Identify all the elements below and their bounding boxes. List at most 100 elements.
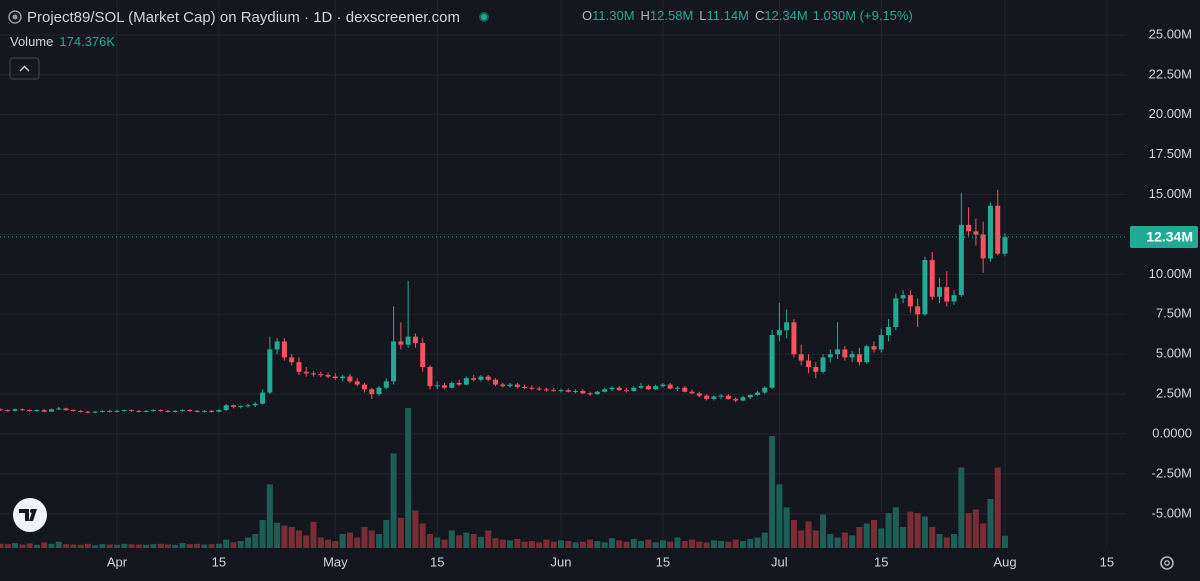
settings-button[interactable]: [1160, 556, 1174, 570]
candle-body: [78, 410, 84, 412]
ohlc-key: C: [754, 8, 765, 23]
y-tick-label: 7.50M: [1156, 306, 1192, 321]
volume-bar: [907, 511, 914, 548]
volume-bar: [820, 514, 827, 548]
candle-body: [492, 379, 498, 385]
ohlc-value: 11.14M: [706, 8, 749, 23]
volume-value: 174.376K: [59, 34, 116, 49]
candle-body: [762, 387, 768, 393]
candle-body: [296, 362, 302, 372]
candle-body: [878, 335, 884, 350]
candle-body: [12, 409, 18, 411]
candle-body: [129, 410, 135, 412]
volume-bar: [696, 541, 703, 548]
candle-body: [398, 341, 404, 345]
volume-title: Volume: [10, 34, 54, 49]
volume-bar: [805, 521, 812, 548]
volume-bar: [346, 532, 353, 548]
volume-bar: [652, 542, 659, 548]
candle-body: [740, 397, 746, 401]
candle-body: [420, 343, 426, 367]
volume-bar: [230, 542, 237, 548]
candle-body: [150, 410, 156, 412]
candle-body: [340, 376, 346, 379]
candle-body: [223, 405, 229, 411]
candle-body: [63, 408, 69, 411]
volume-bar: [594, 541, 601, 548]
volume-bar: [361, 527, 368, 548]
candle-body: [485, 376, 491, 380]
candle-body: [805, 360, 811, 367]
y-tick-label: 20.00M: [1149, 106, 1192, 121]
candle-body: [456, 382, 462, 385]
ohlc-key: O: [582, 8, 593, 23]
candle-body: [624, 390, 630, 392]
ohlc-value: 12.34M: [764, 8, 808, 23]
candle-body: [711, 396, 717, 399]
volume-bar: [208, 544, 215, 548]
volume-bar: [849, 535, 856, 548]
volume-bar: [645, 539, 652, 548]
volume-bar: [972, 509, 979, 548]
candle-body: [922, 260, 928, 315]
volume-bar: [448, 530, 455, 548]
candle-body: [442, 385, 448, 388]
candle-body: [551, 390, 557, 392]
volume-bar: [310, 521, 317, 548]
candle-body: [864, 346, 870, 363]
candle-body: [412, 336, 418, 344]
ohlc-value: 11.30M: [592, 8, 635, 23]
candle-body: [958, 224, 964, 296]
candle-body: [361, 384, 367, 390]
candle-body: [500, 384, 506, 387]
volume-bar: [667, 541, 674, 548]
volume-bar: [19, 544, 26, 548]
y-tick-label: 5.00M: [1156, 346, 1192, 361]
volume-bar: [0, 543, 4, 548]
volume-bar: [223, 539, 230, 548]
tradingview-logo[interactable]: [13, 498, 47, 532]
candle-body: [747, 394, 753, 398]
volume-bar: [863, 523, 870, 548]
volume-bar: [710, 540, 717, 548]
volume-bar: [616, 540, 623, 548]
candle-body: [252, 403, 258, 406]
volume-bar: [339, 534, 346, 548]
collapse-button[interactable]: [9, 57, 40, 80]
last-price-label: 12.34M: [1146, 229, 1193, 245]
candle-body: [107, 410, 113, 412]
volume-bar: [827, 534, 834, 548]
volume-bar: [354, 537, 361, 548]
volume-bar: [128, 544, 135, 548]
candle-body: [645, 386, 651, 390]
volume-bar: [383, 520, 390, 548]
volume-bar: [55, 541, 62, 548]
candle-body: [478, 376, 484, 380]
candle-body: [886, 327, 892, 336]
candle-body: [99, 410, 105, 412]
candle-body: [347, 376, 353, 382]
volume-bar: [376, 534, 383, 548]
candle-body: [973, 231, 979, 235]
candle-body: [0, 409, 4, 411]
candle-body: [784, 322, 790, 331]
candle-body: [522, 386, 528, 388]
candle-body: [791, 322, 797, 355]
volume-bar: [703, 542, 710, 548]
volume-bar: [157, 543, 164, 548]
volume-bar: [303, 535, 310, 548]
candle-body: [311, 373, 317, 375]
volume-bar: [834, 537, 841, 548]
candle-body: [733, 398, 739, 401]
volume-bar: [492, 538, 499, 548]
candle-body: [1002, 237, 1008, 254]
volume-bar: [914, 513, 921, 548]
volume-pane: [0, 408, 1008, 548]
candle-body: [966, 224, 972, 232]
candle-body: [507, 384, 513, 387]
candle-body: [19, 409, 25, 411]
candle-body: [660, 384, 666, 387]
candle-body: [463, 378, 469, 385]
volume-bar: [252, 534, 259, 548]
volume-bar: [194, 543, 201, 548]
